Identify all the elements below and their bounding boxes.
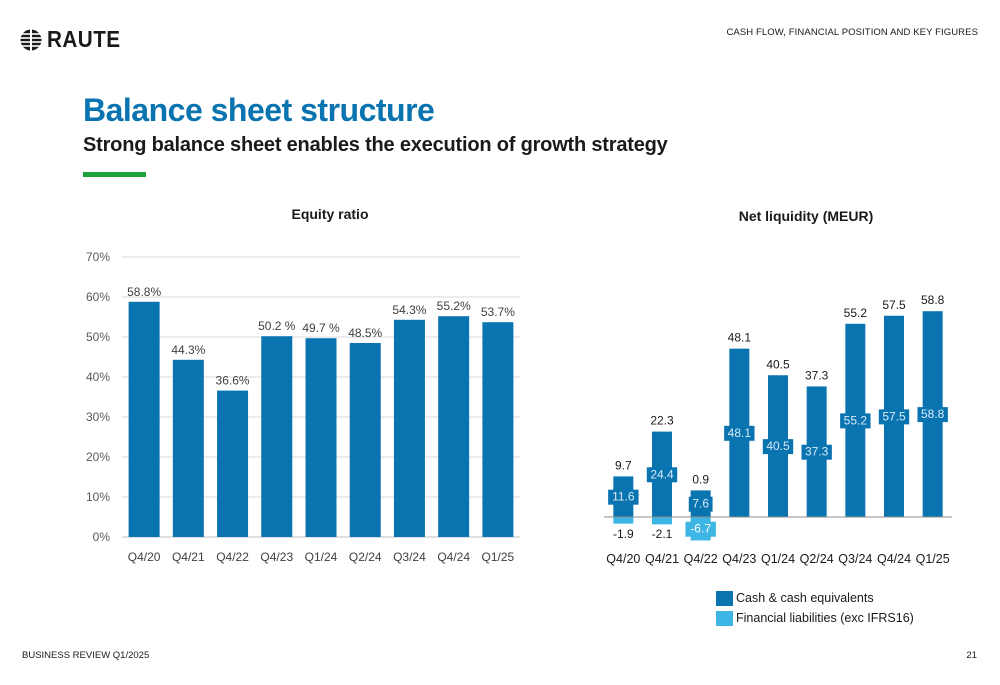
net-liquidity-label: 58.8 <box>921 293 945 307</box>
equity-y-tick-label: 30% <box>86 410 110 424</box>
equity-data-label: 54.3% <box>392 303 426 317</box>
cash-label-bg <box>878 409 910 425</box>
liquidity-x-tick-label: Q1/25 <box>916 552 950 566</box>
cash-label-bg <box>724 425 755 441</box>
liquidity-x-tick-label: Q2/24 <box>800 552 834 566</box>
equity-x-tick-label: Q2/24 <box>349 550 382 564</box>
liability-bar <box>652 517 672 525</box>
page-number: 21 <box>966 650 977 661</box>
cash-data-label: 40.5 <box>766 439 790 453</box>
equity-y-tick-label: 50% <box>86 330 110 344</box>
equity-x-tick-label: Q4/23 <box>260 550 293 564</box>
liability-data-label: -6.7 <box>690 522 711 536</box>
equity-y-tick-label: 20% <box>86 450 110 464</box>
raute-logo: RAUTE <box>20 26 129 53</box>
legend-swatch-liabilities <box>716 610 733 626</box>
legend-item-cash: Cash & cash equivalents <box>716 588 914 608</box>
liability-data-label: -1.9 <box>613 527 634 541</box>
cash-data-label: 55.2 <box>844 413 868 427</box>
cash-label-bg <box>646 467 678 483</box>
equity-bar <box>261 336 293 537</box>
equity-x-tick-label: Q4/24 <box>437 550 470 564</box>
cash-data-label: 48.1 <box>728 426 752 440</box>
liquidity-x-tick-label: Q1/24 <box>761 552 795 566</box>
liquidity-x-tick-label: Q4/21 <box>645 552 679 566</box>
equity-x-tick-label: Q1/24 <box>305 550 338 564</box>
net-liquidity-label: 40.5 <box>766 357 790 371</box>
equity-x-tick-label: Q4/22 <box>216 550 249 564</box>
cash-data-label: 11.6 <box>612 490 635 504</box>
equity-x-tick-label: Q4/21 <box>172 550 205 564</box>
equity-bar <box>349 343 381 537</box>
equity-x-tick-label: Q4/20 <box>128 550 161 564</box>
legend-item-liabilities: Financial liabilities (exc IFRS16) <box>716 608 914 628</box>
cash-label-bg <box>801 444 832 460</box>
equity-x-tick-label: Q1/25 <box>482 550 515 564</box>
footer-label: BUSINESS REVIEW Q1/2025 <box>22 650 150 661</box>
equity-data-label: 48.5% <box>348 326 382 340</box>
liability-bar <box>613 517 634 524</box>
cash-data-label: 7.6 <box>692 497 709 511</box>
cash-label-bg <box>688 496 713 512</box>
equity-y-tick-label: 40% <box>86 370 110 384</box>
liquidity-chart-title: Net liquidity (MEUR) <box>738 208 874 224</box>
liquidity-x-tick-label: Q4/22 <box>684 552 718 566</box>
net-liquidity-label: 0.9 <box>692 472 709 486</box>
equity-bar <box>393 319 425 537</box>
equity-bar <box>482 322 514 537</box>
equity-x-tick-label: Q3/24 <box>393 550 426 564</box>
cash-data-label: 57.5 <box>882 409 906 423</box>
equity-data-label: 58.8% <box>127 285 161 299</box>
equity-bar <box>438 316 470 537</box>
liquidity-x-tick-label: Q4/23 <box>722 552 756 566</box>
liquidity-x-tick-label: Q4/20 <box>606 552 640 566</box>
liquidity-x-tick-label: Q4/24 <box>877 552 911 566</box>
legend-label-cash: Cash & cash equivalents <box>736 591 874 605</box>
page-subtitle: Strong balance sheet enables the executi… <box>83 134 668 156</box>
cash-label-bg <box>608 489 639 505</box>
equity-bar <box>172 359 204 537</box>
equity-data-label: 55.2% <box>437 299 471 313</box>
net-liquidity-label: 55.2 <box>844 306 868 320</box>
legend-label-liabilities: Financial liabilities (exc IFRS16) <box>736 611 914 625</box>
cash-label-bg <box>917 407 948 423</box>
accent-line <box>83 172 146 177</box>
equity-data-label: 53.7% <box>481 305 515 319</box>
net-liquidity-label: 22.3 <box>650 414 674 428</box>
equity-data-label: 36.6% <box>216 374 250 388</box>
raute-logo-icon <box>20 28 42 51</box>
equity-y-tick-label: 70% <box>86 250 110 264</box>
equity-bar <box>128 301 160 537</box>
net-liquidity-label: 9.7 <box>615 458 632 472</box>
cash-label-bg <box>840 413 871 429</box>
equity-y-tick-label: 60% <box>86 290 110 304</box>
liquidity-x-tick-label: Q3/24 <box>838 552 872 566</box>
cash-data-label: 24.4 <box>650 467 674 481</box>
cash-label-bg <box>762 439 794 455</box>
liquidity-legend: Cash & cash equivalents Financial liabil… <box>716 588 914 628</box>
equity-y-tick-label: 0% <box>93 530 111 544</box>
equity-data-label: 50.2 % <box>258 319 296 333</box>
liability-data-label: -2.1 <box>652 527 673 541</box>
section-label: CASH FLOW, FINANCIAL POSITION AND KEY FI… <box>726 27 978 38</box>
legend-swatch-cash <box>716 590 733 606</box>
logo-text: RAUTE <box>47 26 121 52</box>
equity-data-label: 44.3% <box>171 343 205 357</box>
equity-bar <box>217 390 249 537</box>
net-liquidity-label: 48.1 <box>728 331 752 345</box>
cash-data-label: 37.3 <box>805 445 829 459</box>
liability-label-bg <box>685 521 716 537</box>
equity-chart-title: Equity ratio <box>291 206 369 222</box>
equity-bar <box>305 338 337 537</box>
equity-y-tick-label: 10% <box>86 490 110 504</box>
net-liquidity-label: 57.5 <box>882 298 906 312</box>
equity-data-label: 49.7 % <box>302 321 340 335</box>
net-liquidity-label: 37.3 <box>805 368 829 382</box>
cash-data-label: 58.8 <box>921 407 945 421</box>
page-title: Balance sheet structure <box>83 92 435 128</box>
